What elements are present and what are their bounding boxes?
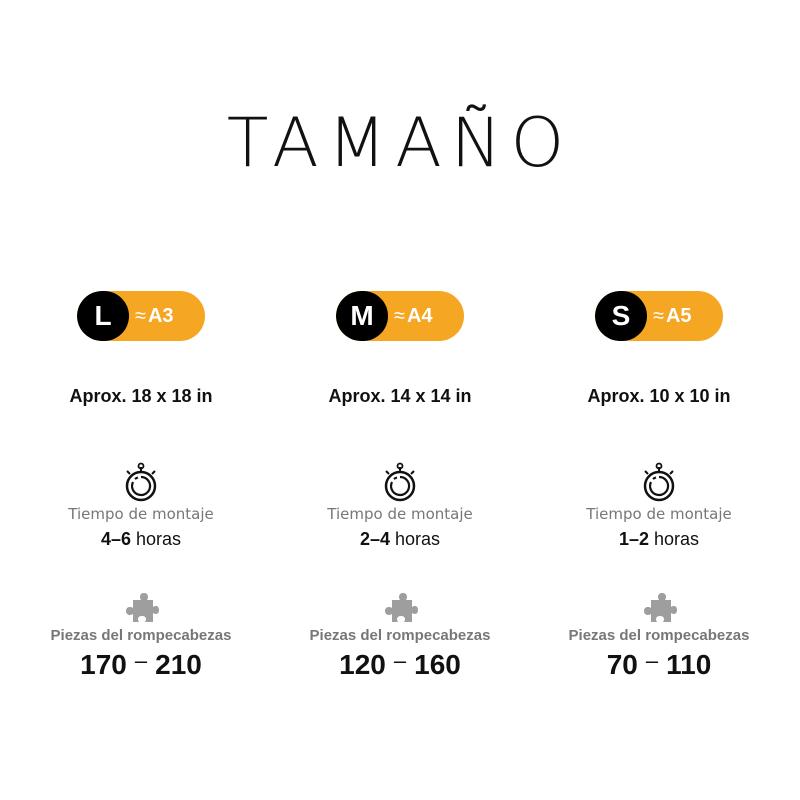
paper-size: ≈ A3 (135, 291, 174, 341)
size-badge: L ≈ A3 (77, 291, 205, 341)
paper-size: ≈ A4 (394, 291, 433, 341)
approx-symbol: ≈ (135, 305, 146, 327)
pieces-value: 120–160 (270, 648, 530, 681)
time-value: 4–6 horas (11, 529, 271, 550)
time-label: Tiempo de montaje (327, 505, 473, 523)
time-label: Tiempo de montaje (68, 505, 214, 523)
time-range: 2–4 (359, 529, 390, 549)
size-letter: M (336, 291, 388, 341)
pieces-max: 110 (666, 649, 712, 680)
dimensions: Aprox. 18 x 18 in (69, 386, 213, 406)
pieces-separator: – (645, 648, 659, 673)
time-value: 2–4 horas (270, 529, 530, 550)
size-badge: S ≈ A5 (595, 291, 723, 341)
pieces-min: 70 (606, 649, 638, 680)
paper-size-label: A5 (665, 305, 692, 327)
size-column: L ≈ A3 Aprox. 18 x 18 in Tiempo de montaj… (11, 0, 271, 800)
pieces-max: 160 (414, 649, 461, 680)
puzzle-piece-icon (644, 593, 677, 622)
size-letter: S (595, 291, 647, 341)
pieces-max: 210 (155, 649, 202, 680)
approx-symbol: ≈ (394, 305, 405, 327)
puzzle-piece-icon (126, 593, 159, 622)
pieces-separator: – (134, 648, 148, 673)
dimensions: Aprox. 10 x 10 in (587, 386, 731, 406)
pieces-separator: – (393, 648, 407, 673)
time-label: Tiempo de montaje (586, 505, 732, 523)
pieces-min: 120 (339, 649, 386, 680)
pieces-label: Piezas del rompecabezas (568, 627, 750, 644)
page-title: TAMAÑO (226, 104, 574, 183)
time-unit: horas (654, 529, 700, 549)
stopwatch-icon (384, 462, 416, 502)
time-range: 1–2 (618, 529, 649, 549)
stopwatch-icon (643, 462, 675, 502)
pieces-min: 170 (80, 649, 127, 680)
approx-symbol: ≈ (653, 305, 664, 327)
dimensions: Aprox. 14 x 14 in (328, 386, 472, 406)
paper-size-label: A3 (147, 305, 174, 327)
pieces-label: Piezas del rompecabezas (309, 627, 491, 644)
pieces-value: 70–110 (529, 648, 789, 681)
time-unit: horas (395, 529, 441, 549)
size-badge: M ≈ A4 (336, 291, 464, 341)
paper-size-label: A4 (406, 305, 433, 327)
pieces-value: 170–210 (11, 648, 271, 681)
time-value: 1–2 horas (529, 529, 789, 550)
paper-size: ≈ A5 (653, 291, 692, 341)
puzzle-piece-icon (385, 593, 418, 622)
size-letter: L (77, 291, 129, 341)
pieces-label: Piezas del rompecabezas (50, 627, 232, 644)
size-column: M ≈ A4 Aprox. 14 x 14 in Tiempo de montaj… (270, 0, 530, 800)
size-column: S ≈ A5 Aprox. 10 x 10 in Tiempo de montaj… (529, 0, 789, 800)
time-range: 4–6 (100, 529, 131, 549)
stopwatch-icon (125, 462, 157, 502)
time-unit: horas (136, 529, 182, 549)
